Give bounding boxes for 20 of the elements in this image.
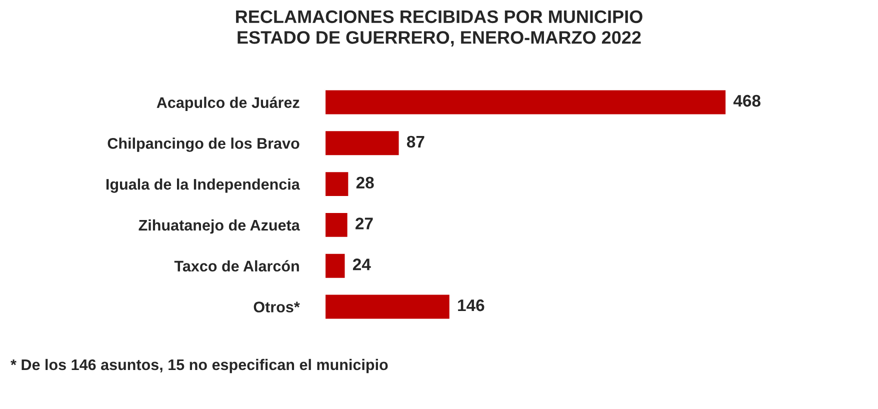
- data-label: 27: [356, 218, 373, 230]
- y-tick-label: Iguala de la Independencia: [106, 178, 300, 193]
- y-tick-label: Chilpancingo de los Bravo: [108, 138, 300, 152]
- y-tick-label: Taxco de Alarcón: [174, 260, 299, 272]
- data-label: 146: [458, 299, 484, 312]
- bar: [324, 130, 400, 157]
- data-label: 24: [352, 258, 371, 270]
- data-label: 468: [733, 94, 760, 107]
- bar: [324, 170, 350, 198]
- bar: [324, 212, 349, 238]
- chart-title: RECLAMACIONES RECIBIDAS POR MUNICIPIO ESTADO DE GUERRERO, ENERO-MARZO 2022: [236, 10, 642, 46]
- data-label: 28: [356, 176, 374, 189]
- bar: [324, 252, 346, 280]
- text: * De los 146 asuntos, 15 no especifican el municipio: [10, 358, 388, 374]
- y-tick-label: Acapulco de Juárez: [156, 96, 300, 112]
- bar: [324, 293, 451, 320]
- bar: [324, 88, 727, 116]
- y-tick-label: Zihuatanejo de Azueta: [138, 219, 300, 234]
- y-tick-label: Otros*: [254, 302, 300, 312]
- data-label: 87: [406, 136, 424, 148]
